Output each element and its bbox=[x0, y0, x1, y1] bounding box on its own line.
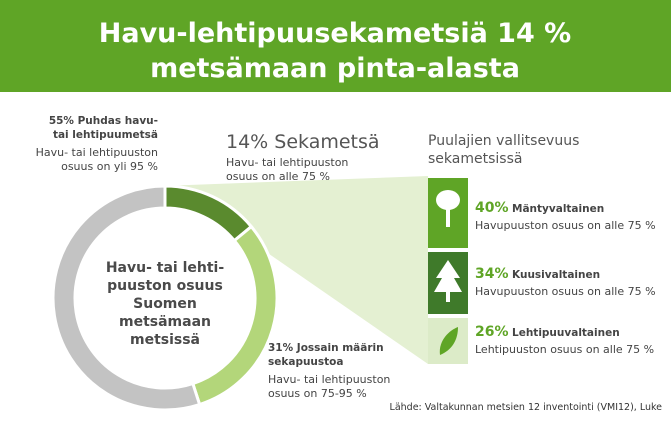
segment-label: 14% Sekametsä bbox=[226, 131, 380, 153]
center-text: Suomen bbox=[133, 296, 197, 312]
value-label: 34% bbox=[475, 266, 509, 282]
description: Havupuuston osuus on alle 75 % bbox=[475, 285, 656, 298]
category: Mäntyvaltainen bbox=[512, 203, 604, 215]
description: Havu- tai lehtipuuston bbox=[268, 373, 390, 386]
panel-title: Puulajien vallitsevuus bbox=[428, 133, 579, 149]
pine-icon bbox=[436, 190, 460, 227]
segment-label: 55% Puhdas havu- bbox=[49, 115, 158, 127]
title-line: Havu-lehtipuusekametsiä 14 % bbox=[99, 18, 571, 49]
donut-segment bbox=[51, 184, 202, 412]
label-line: Sekametsä bbox=[274, 131, 379, 153]
leaf-icon bbox=[439, 327, 458, 355]
value-label: 40% bbox=[475, 200, 509, 216]
source: Lähde: Valtakunnan metsien 12 inventoint… bbox=[390, 402, 663, 413]
value-label: 26% bbox=[475, 324, 509, 340]
description: osuus on yli 95 % bbox=[61, 160, 158, 173]
breakdown-label: 34% Kuusivaltainen bbox=[475, 266, 600, 282]
description: osuus on alle 75 % bbox=[226, 170, 330, 183]
label-line: Jossain määrin bbox=[296, 342, 384, 354]
donut bbox=[51, 184, 279, 412]
description: Lehtipuuston osuus on alle 75 % bbox=[475, 343, 654, 356]
breakdown-label: 40% Mäntyvaltainen bbox=[475, 200, 604, 216]
center-text: Havu- tai lehti- bbox=[106, 260, 225, 276]
center-text: metsissä bbox=[130, 332, 200, 348]
label-line: tai lehtipuumetsä bbox=[53, 129, 158, 141]
description: Havu- tai lehtipuuston bbox=[226, 156, 348, 169]
value-label: 55% bbox=[49, 115, 75, 127]
value-label: 14% bbox=[226, 131, 268, 153]
category: Lehtipuuvaltainen bbox=[512, 327, 620, 339]
description: Havupuuston osuus on alle 75 % bbox=[475, 219, 656, 232]
panel-title: sekametsissä bbox=[428, 151, 522, 167]
title-line: metsämaan pinta-alasta bbox=[150, 53, 520, 84]
description: Havu- tai lehtipuuston bbox=[36, 146, 158, 159]
header-band bbox=[0, 0, 671, 92]
breakdown-label: 26% Lehtipuuvaltainen bbox=[475, 324, 620, 340]
center-text: puuston osuus bbox=[107, 278, 223, 294]
label-line: Puhdas havu- bbox=[78, 115, 158, 127]
value-label: 31% bbox=[268, 342, 294, 354]
center-text: metsämaan bbox=[119, 314, 211, 330]
category: Kuusivaltainen bbox=[512, 269, 600, 281]
segment-label: 31% Jossain määrin bbox=[268, 342, 384, 354]
description: osuus on 75-95 % bbox=[268, 387, 367, 400]
spruce-icon bbox=[434, 260, 462, 302]
label-line: sekapuustoa bbox=[268, 356, 343, 368]
